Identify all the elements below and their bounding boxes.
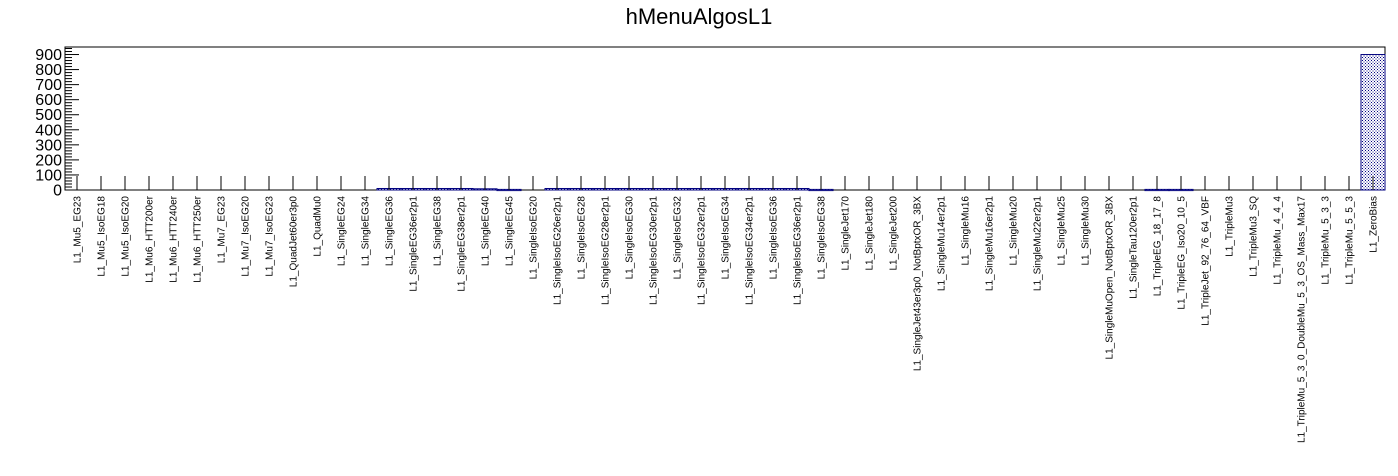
x-tick-label: L1_SingleMu20 (1009, 196, 1020, 266)
x-tick-label: L1_Mu5_IsoEG20 (121, 196, 132, 277)
x-tick-label: L1_Mu6_HTT240er (169, 195, 180, 282)
y-tick-label: 900 (35, 47, 62, 64)
x-tick-label: L1_Mu6_HTT250er (193, 195, 204, 282)
x-tick-label: L1_SingleJet200 (889, 196, 900, 271)
x-tick-label: L1_Mu6_HTT200er (145, 195, 156, 282)
x-tick-label: L1_TripleMu_5_3_0_DoubleMu_5_3_OS_Mass_M… (1297, 196, 1308, 443)
x-tick-label: L1_SingleIsoEG36er2p1 (793, 196, 804, 305)
x-tick-label: L1_SingleMu22er2p1 (1033, 196, 1044, 292)
x-tick-label: L1_TripleMu_5_3_3 (1321, 196, 1332, 285)
x-tick-label: L1_SingleIsoEG32er2p1 (697, 196, 708, 305)
y-tick-label: 700 (35, 77, 62, 94)
x-tick-label: L1_SingleIsoEG28 (577, 196, 588, 280)
x-tick-label: L1_SingleTau120er2p1 (1129, 196, 1140, 299)
bar (1360, 54, 1386, 191)
x-tick-label: L1_SingleIsoEG38 (817, 196, 828, 280)
y-tick-label: 500 (35, 107, 62, 124)
x-axis: L1_Mu5_EG23 L1_Mu5_IsoEG18 L1_Mu5_IsoEG20 L… (73, 176, 1380, 443)
x-tick-label: L1_SingleEG36 (385, 196, 396, 266)
y-tick-label: 600 (35, 92, 62, 109)
x-tick-label: L1_TripleMu3 (1225, 196, 1236, 257)
x-tick-label: L1_TripleEG_18_17_8 (1153, 196, 1164, 297)
x-tick-label: L1_TripleMu_5_5_3 (1345, 196, 1356, 285)
y-tick-label: 400 (35, 122, 62, 139)
x-tick-label: L1_TripleMu3_SQ (1249, 196, 1260, 277)
x-tick-label: L1_SingleEG38er2p1 (457, 196, 468, 292)
x-tick-label: L1_SingleMu16 (961, 196, 972, 266)
x-tick-label: L1_SingleMu14er2p1 (937, 196, 948, 292)
x-tick-label: L1_SingleEG24 (337, 196, 348, 266)
x-tick-label: L1_QuadJet60er3p0 (289, 196, 300, 288)
x-tick-label: L1_QuadMu0 (313, 196, 324, 257)
y-tick-label: 100 (35, 167, 62, 184)
x-tick-label: L1_SingleJet170 (841, 196, 852, 271)
x-tick-label: L1_TripleMu_4_4_4 (1273, 196, 1284, 285)
x-tick-label: L1_Mu5_IsoEG18 (97, 196, 108, 277)
x-tick-label: L1_SingleMu30 (1081, 196, 1092, 266)
y-tick-label: 300 (35, 137, 62, 154)
x-tick-label: L1_SingleMu16er2p1 (985, 196, 996, 292)
x-tick-label: L1_SingleEG34 (361, 196, 372, 266)
x-tick-label: L1_SingleEG38 (433, 196, 444, 266)
x-tick-label: L1_Mu7_IsoEG23 (265, 196, 276, 277)
x-tick-label: L1_ZeroBias (1369, 196, 1380, 253)
x-tick-label: L1_SingleEG45 (505, 196, 516, 266)
x-tick-label: L1_SingleIsoEG34er2p1 (745, 196, 756, 305)
x-tick-label: L1_SingleMu25 (1057, 196, 1068, 266)
x-tick-label: L1_SingleIsoEG30 (625, 196, 636, 280)
x-tick-label: L1_TripleJet_92_76_64_VBF (1201, 196, 1212, 326)
x-tick-label: L1_SingleMuOpen_NotBptxOR_3BX (1105, 196, 1116, 360)
x-tick-label: L1_SingleIsoEG36 (769, 196, 780, 280)
x-tick-label: L1_SingleEG36er2p1 (409, 196, 420, 292)
x-tick-label: L1_SingleIsoEG32 (673, 196, 684, 280)
x-tick-label: L1_Mu7_EG23 (217, 196, 228, 264)
x-tick-label: L1_SingleIsoEG28er2p1 (601, 196, 612, 305)
y-tick-label: 0 (53, 183, 62, 200)
x-tick-label: L1_SingleEG40 (481, 196, 492, 266)
y-tick-label: 800 (35, 62, 62, 79)
x-tick-label: L1_SingleIsoEG26er2p1 (553, 196, 564, 305)
y-tick-label: 200 (35, 152, 62, 169)
chart-title: hMenuAlgosL1 (626, 4, 773, 29)
x-tick-label: L1_SingleIsoEG20 (529, 196, 540, 280)
plot-frame (64, 46, 1386, 191)
x-tick-label: L1_SingleJet43er3p0_NotBptxOR_3BX (913, 196, 924, 371)
x-tick-label: L1_SingleIsoEG34 (721, 196, 732, 280)
x-tick-label: L1_Mu5_EG23 (73, 196, 84, 264)
x-tick-label: L1_SingleJet180 (865, 196, 876, 271)
x-tick-label: L1_TripleEG_Iso20_10_5 (1177, 196, 1188, 310)
x-tick-label: L1_Mu7_IsoEG20 (241, 196, 252, 277)
x-tick-label: L1_SingleIsoEG30er2p1 (649, 196, 660, 305)
